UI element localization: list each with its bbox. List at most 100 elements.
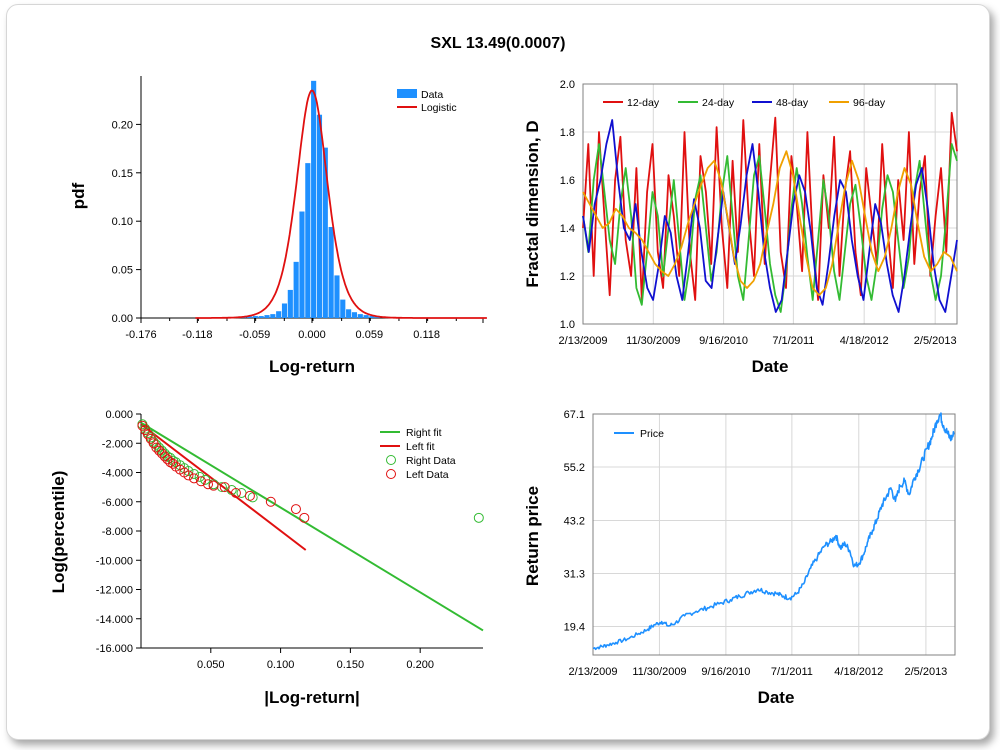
- histogram-bar: [357, 314, 363, 318]
- y-tick-label: 19.4: [564, 621, 585, 633]
- left-data-point: [208, 480, 219, 491]
- x-tick-label: 11/30/2009: [626, 335, 680, 347]
- left-data-point: [154, 445, 165, 456]
- left-data-point: [299, 512, 310, 523]
- legend-label-12-day: 12-day: [627, 97, 660, 109]
- logistic-curve: [195, 89, 487, 319]
- x-tick-label: 0.059: [356, 329, 384, 341]
- x-tick-label: 2/13/2009: [569, 666, 618, 678]
- y-axis-label: pdf: [69, 182, 88, 209]
- x-axis-label: Date: [758, 688, 795, 707]
- x-tick-label: 4/18/2012: [840, 335, 889, 347]
- histogram-bar: [281, 303, 288, 318]
- legend-label-left-fit: Left fit: [406, 441, 435, 453]
- right-data-point: [194, 471, 205, 482]
- y-tick-label: 1.8: [560, 127, 575, 139]
- right-data-point: [473, 512, 484, 523]
- y-axis-label: Fractal dimension, D: [523, 120, 542, 287]
- legend-label-left-data: Left Data: [406, 469, 449, 481]
- right-data-point: [189, 468, 200, 479]
- histogram-bar: [316, 114, 323, 318]
- y-axis-label: Return price: [523, 486, 542, 586]
- histogram-bar: [322, 147, 328, 318]
- left-data-point: [265, 496, 276, 507]
- plot-border: [582, 83, 958, 325]
- y-tick-label: -12.000: [96, 585, 133, 597]
- x-axis-label: Log-return: [269, 357, 355, 376]
- plot-border: [592, 413, 956, 656]
- histogram-bar: [287, 289, 293, 318]
- legend-label-price: Price: [640, 428, 664, 440]
- left-data-point: [168, 458, 179, 469]
- series-line-96-day: [582, 150, 958, 297]
- left-data-point: [156, 448, 167, 459]
- fractal-dimension-chart: 2/13/2009 11/30/2009 9/16/2010 7/1/2011 4/18…: [523, 79, 958, 376]
- x-tick-label: 2/5/2013: [904, 666, 947, 678]
- x-tick-label: -0.118: [182, 329, 212, 341]
- price-chart: 2/13/2009 11/30/2009 9/16/2010 7/1/2011 4/18…: [523, 409, 956, 707]
- histogram-bar: [340, 299, 346, 318]
- legend-label-48-day: 48-day: [776, 97, 809, 109]
- y-tick-label: -16.000: [96, 643, 133, 655]
- x-tick-label: 0.118: [413, 329, 440, 341]
- left-data-point: [244, 490, 255, 501]
- pdf-chart: -0.176 -0.118 -0.059 0.000 0.059 0.118 0.00 0.0…: [69, 76, 487, 376]
- x-tick-label: 2/5/2013: [914, 335, 957, 347]
- x-tick-label: 0.100: [267, 659, 295, 671]
- x-tick-label: 2/13/2009: [559, 335, 608, 347]
- histogram-bar: [264, 315, 270, 318]
- right-data-point: [247, 492, 258, 503]
- left-data-point: [196, 476, 207, 487]
- x-axis-label: Date: [752, 357, 789, 376]
- right-data-point: [168, 455, 179, 466]
- left-fit-line: [140, 423, 307, 551]
- y-tick-label: 1.6: [560, 175, 575, 187]
- y-tick-label: 31.3: [564, 568, 585, 580]
- legend-label-right-fit: Right fit: [406, 427, 442, 439]
- histogram-bar: [252, 316, 258, 318]
- series-line-48-day: [582, 119, 958, 313]
- left-data-point: [203, 479, 214, 490]
- histogram-bar: [293, 261, 299, 318]
- histogram-bar: [270, 314, 276, 318]
- histogram-bar: [311, 80, 317, 318]
- histogram-bar: [299, 211, 305, 318]
- histogram-bar: [351, 312, 358, 318]
- y-tick-label: 1.4: [560, 223, 575, 235]
- left-data-point: [219, 482, 230, 493]
- legend-label-24-day: 24-day: [702, 97, 735, 109]
- y-tick-label: 43.2: [564, 515, 585, 527]
- y-tick-label: 0.000: [105, 409, 133, 421]
- y-tick-label: -14.000: [96, 614, 133, 626]
- y-tick-label: 1.0: [560, 319, 575, 331]
- x-axis-label: |Log-return|: [264, 688, 359, 707]
- legend-label-logistic: Logistic: [421, 102, 457, 114]
- price-line: [592, 412, 955, 651]
- histogram-bar: [334, 275, 340, 318]
- left-data-point: [290, 504, 301, 515]
- x-tick-label: 7/1/2011: [772, 335, 814, 347]
- y-tick-label: 67.1: [564, 409, 585, 421]
- legend-label-right-data: Right Data: [406, 455, 456, 467]
- histogram-bar: [328, 227, 334, 318]
- x-tick-label: -0.059: [239, 329, 270, 341]
- histogram-bar: [258, 316, 264, 318]
- y-tick-label: 0.15: [112, 168, 133, 180]
- histogram-bar: [276, 311, 282, 318]
- x-tick-label: 11/30/2009: [632, 666, 686, 678]
- legend-swatch-right-data: [386, 455, 396, 465]
- y-tick-label: -4.000: [102, 468, 133, 480]
- tail-chart: 0.050 0.100 0.150 0.200 0.000 -2.000 -4.000 -6.…: [49, 409, 484, 707]
- page-title: SXL 13.49(0.0007): [431, 35, 566, 52]
- legend-label-96-day: 96-day: [853, 97, 886, 109]
- histogram-bar: [369, 316, 375, 318]
- x-tick-label: 0.200: [406, 659, 434, 671]
- histogram-bar: [346, 309, 352, 318]
- y-tick-label: 0.10: [112, 216, 133, 228]
- left-data-point: [183, 470, 194, 481]
- y-tick-label: -2.000: [102, 438, 133, 450]
- y-tick-label: 55.2: [564, 462, 585, 474]
- right-fit-line: [140, 421, 484, 632]
- x-tick-label: 0.150: [337, 659, 365, 671]
